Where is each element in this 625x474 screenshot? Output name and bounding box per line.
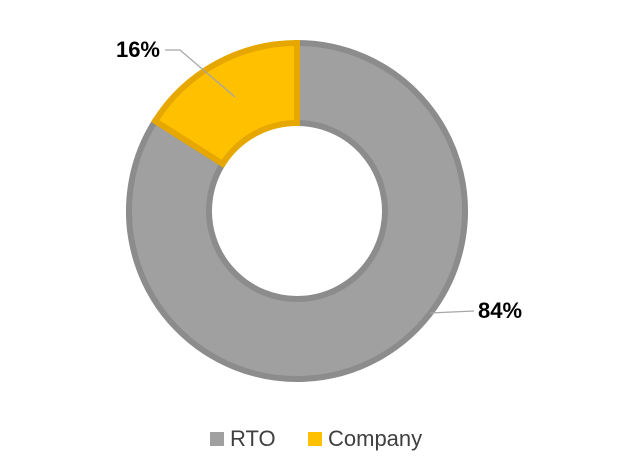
legend-swatch: [210, 432, 224, 446]
legend-swatch: [308, 432, 322, 446]
leader-line: [429, 310, 475, 314]
data-label: 84%: [478, 298, 522, 323]
donut-slice: [126, 39, 468, 382]
donut-slice: [151, 39, 300, 168]
leader-line: [165, 49, 236, 98]
legend-label: Company: [328, 426, 422, 451]
data-label: 16%: [116, 37, 160, 62]
legend-label: RTO: [230, 426, 276, 451]
